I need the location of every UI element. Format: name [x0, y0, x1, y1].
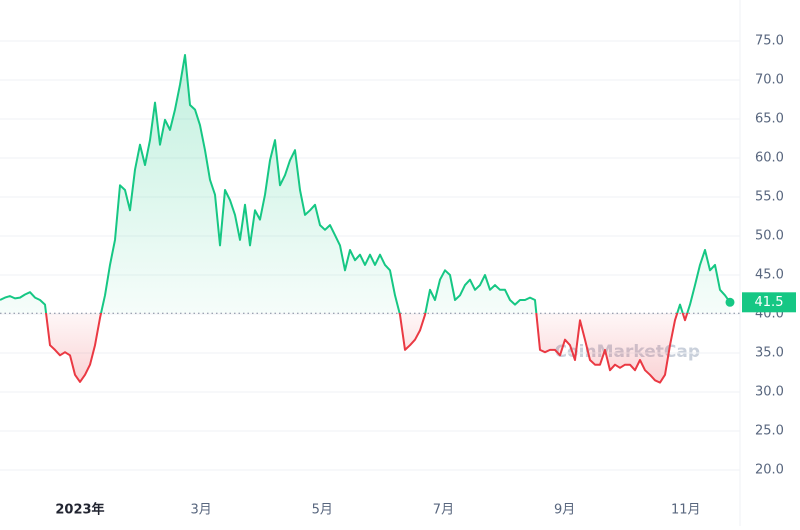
y-tick-label: 55.0: [755, 190, 784, 205]
x-tick-label: 2023年: [55, 502, 104, 518]
price-tag: [742, 292, 796, 313]
y-tick-label: 50.0: [755, 229, 784, 244]
x-tick-label: 11月: [671, 503, 701, 518]
y-tick-label: 75.0: [755, 34, 784, 49]
price-line: [0, 54, 731, 384]
x-tick-label: 9月: [554, 503, 575, 518]
y-tick-label: 30.0: [755, 385, 784, 400]
y-tick-label: 20.0: [755, 463, 784, 478]
x-tick-label: 5月: [312, 503, 333, 518]
y-tick-label: 70.0: [755, 73, 784, 88]
y-tick-label: 35.0: [755, 346, 784, 361]
last-point: [725, 297, 735, 307]
y-tick-label: 60.0: [755, 151, 784, 166]
y-tick-label: 65.0: [755, 112, 784, 127]
y-tick-label: 45.0: [755, 268, 784, 283]
y-tick-label: 25.0: [755, 424, 784, 439]
x-tick-label: 3月: [190, 503, 211, 518]
price-area: [0, 55, 730, 383]
x-tick-label: 7月: [433, 503, 454, 518]
price-tag-label: 41.5: [755, 295, 784, 310]
